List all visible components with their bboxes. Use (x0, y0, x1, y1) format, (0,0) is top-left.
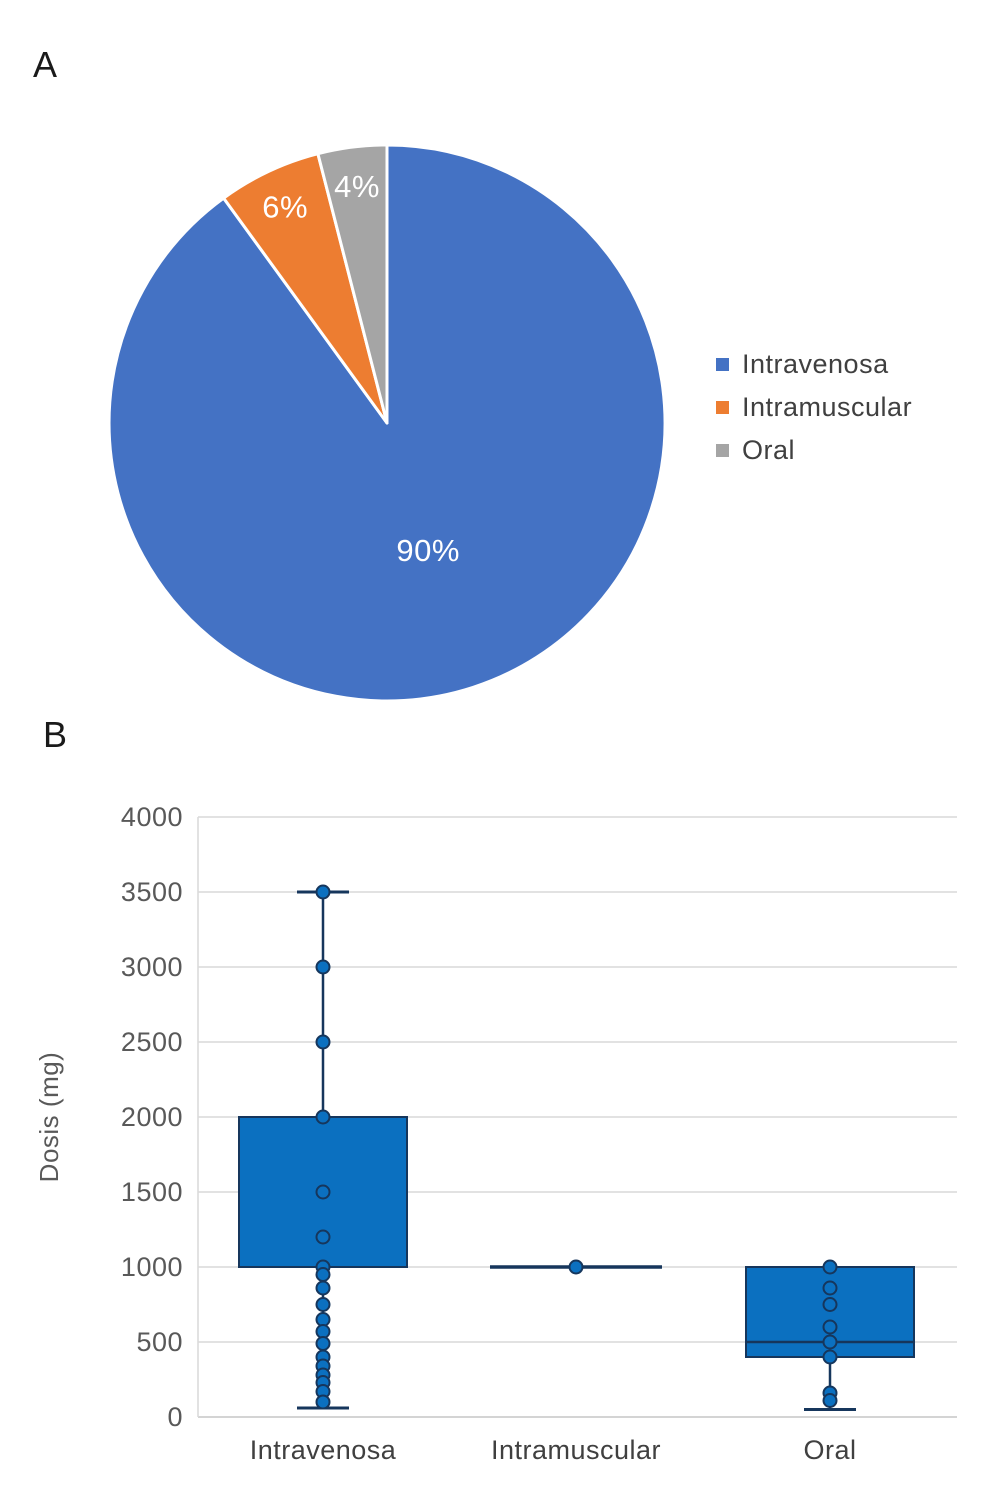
y-tick-label: 500 (136, 1327, 183, 1357)
data-point (822, 1334, 838, 1350)
y-axis-title: Dosis (mg) (34, 1052, 64, 1183)
y-tick-label: 2000 (121, 1102, 183, 1132)
legend-swatch-icon (716, 444, 729, 457)
data-point (315, 1394, 331, 1410)
y-tick-label: 1500 (121, 1177, 183, 1207)
y-tick-label: 4000 (121, 802, 183, 832)
pie-slice-oral (316, 143, 389, 425)
legend-label: Intravenosa (742, 349, 889, 379)
data-point (315, 1267, 331, 1282)
data-point (822, 1393, 838, 1408)
category-label-intramuscular: Intramuscular (491, 1435, 661, 1465)
category-label-oral: Oral (803, 1435, 856, 1465)
legend-item-intramuscular: Intramuscular (716, 392, 986, 423)
data-point (315, 1109, 331, 1125)
data-point (315, 884, 331, 900)
legend-swatch-icon (716, 358, 729, 371)
legend-item-intravenosa: Intravenosa (716, 349, 986, 380)
legend-label: Oral (742, 435, 796, 465)
y-tick-label: 3500 (121, 877, 183, 907)
data-point (822, 1349, 838, 1365)
data-point (315, 1229, 331, 1245)
panel-b-label: B (43, 714, 68, 755)
y-tick-label: 1000 (121, 1252, 183, 1282)
data-point (822, 1297, 838, 1312)
data-point (822, 1280, 838, 1296)
legend-swatch-icon (716, 401, 729, 414)
data-point (315, 1184, 331, 1200)
y-tick-label: 3000 (121, 952, 183, 982)
pie-data-label: 6% (262, 190, 308, 225)
data-point (315, 959, 331, 975)
data-point (315, 1297, 331, 1312)
pie-slice-intravenosa (107, 143, 667, 703)
legend-label: Intramuscular (742, 392, 913, 422)
data-point (315, 1336, 331, 1351)
legend-item-oral: Oral (716, 435, 986, 466)
data-point (315, 1034, 331, 1050)
data-point (822, 1319, 838, 1335)
pie-data-label: 90% (396, 533, 460, 568)
panel-a-label: A (33, 44, 58, 85)
data-point (315, 1280, 331, 1296)
boxplot-svg: 0 500 1000 1500 2000 2500 3000 3500 4000 Dosis (m… (34, 802, 957, 1465)
y-tick-label: 0 (167, 1402, 183, 1432)
pie-data-label: 4% (334, 169, 380, 204)
pie-chart-svg: 90% 6% 4% (107, 143, 667, 703)
data-point (822, 1259, 838, 1275)
category-label-intravenosa: Intravenosa (250, 1435, 397, 1465)
y-tick-label: 2500 (121, 1027, 183, 1057)
pie-legend: Intravenosa Intramuscular Oral (716, 349, 986, 478)
data-point (568, 1259, 584, 1275)
